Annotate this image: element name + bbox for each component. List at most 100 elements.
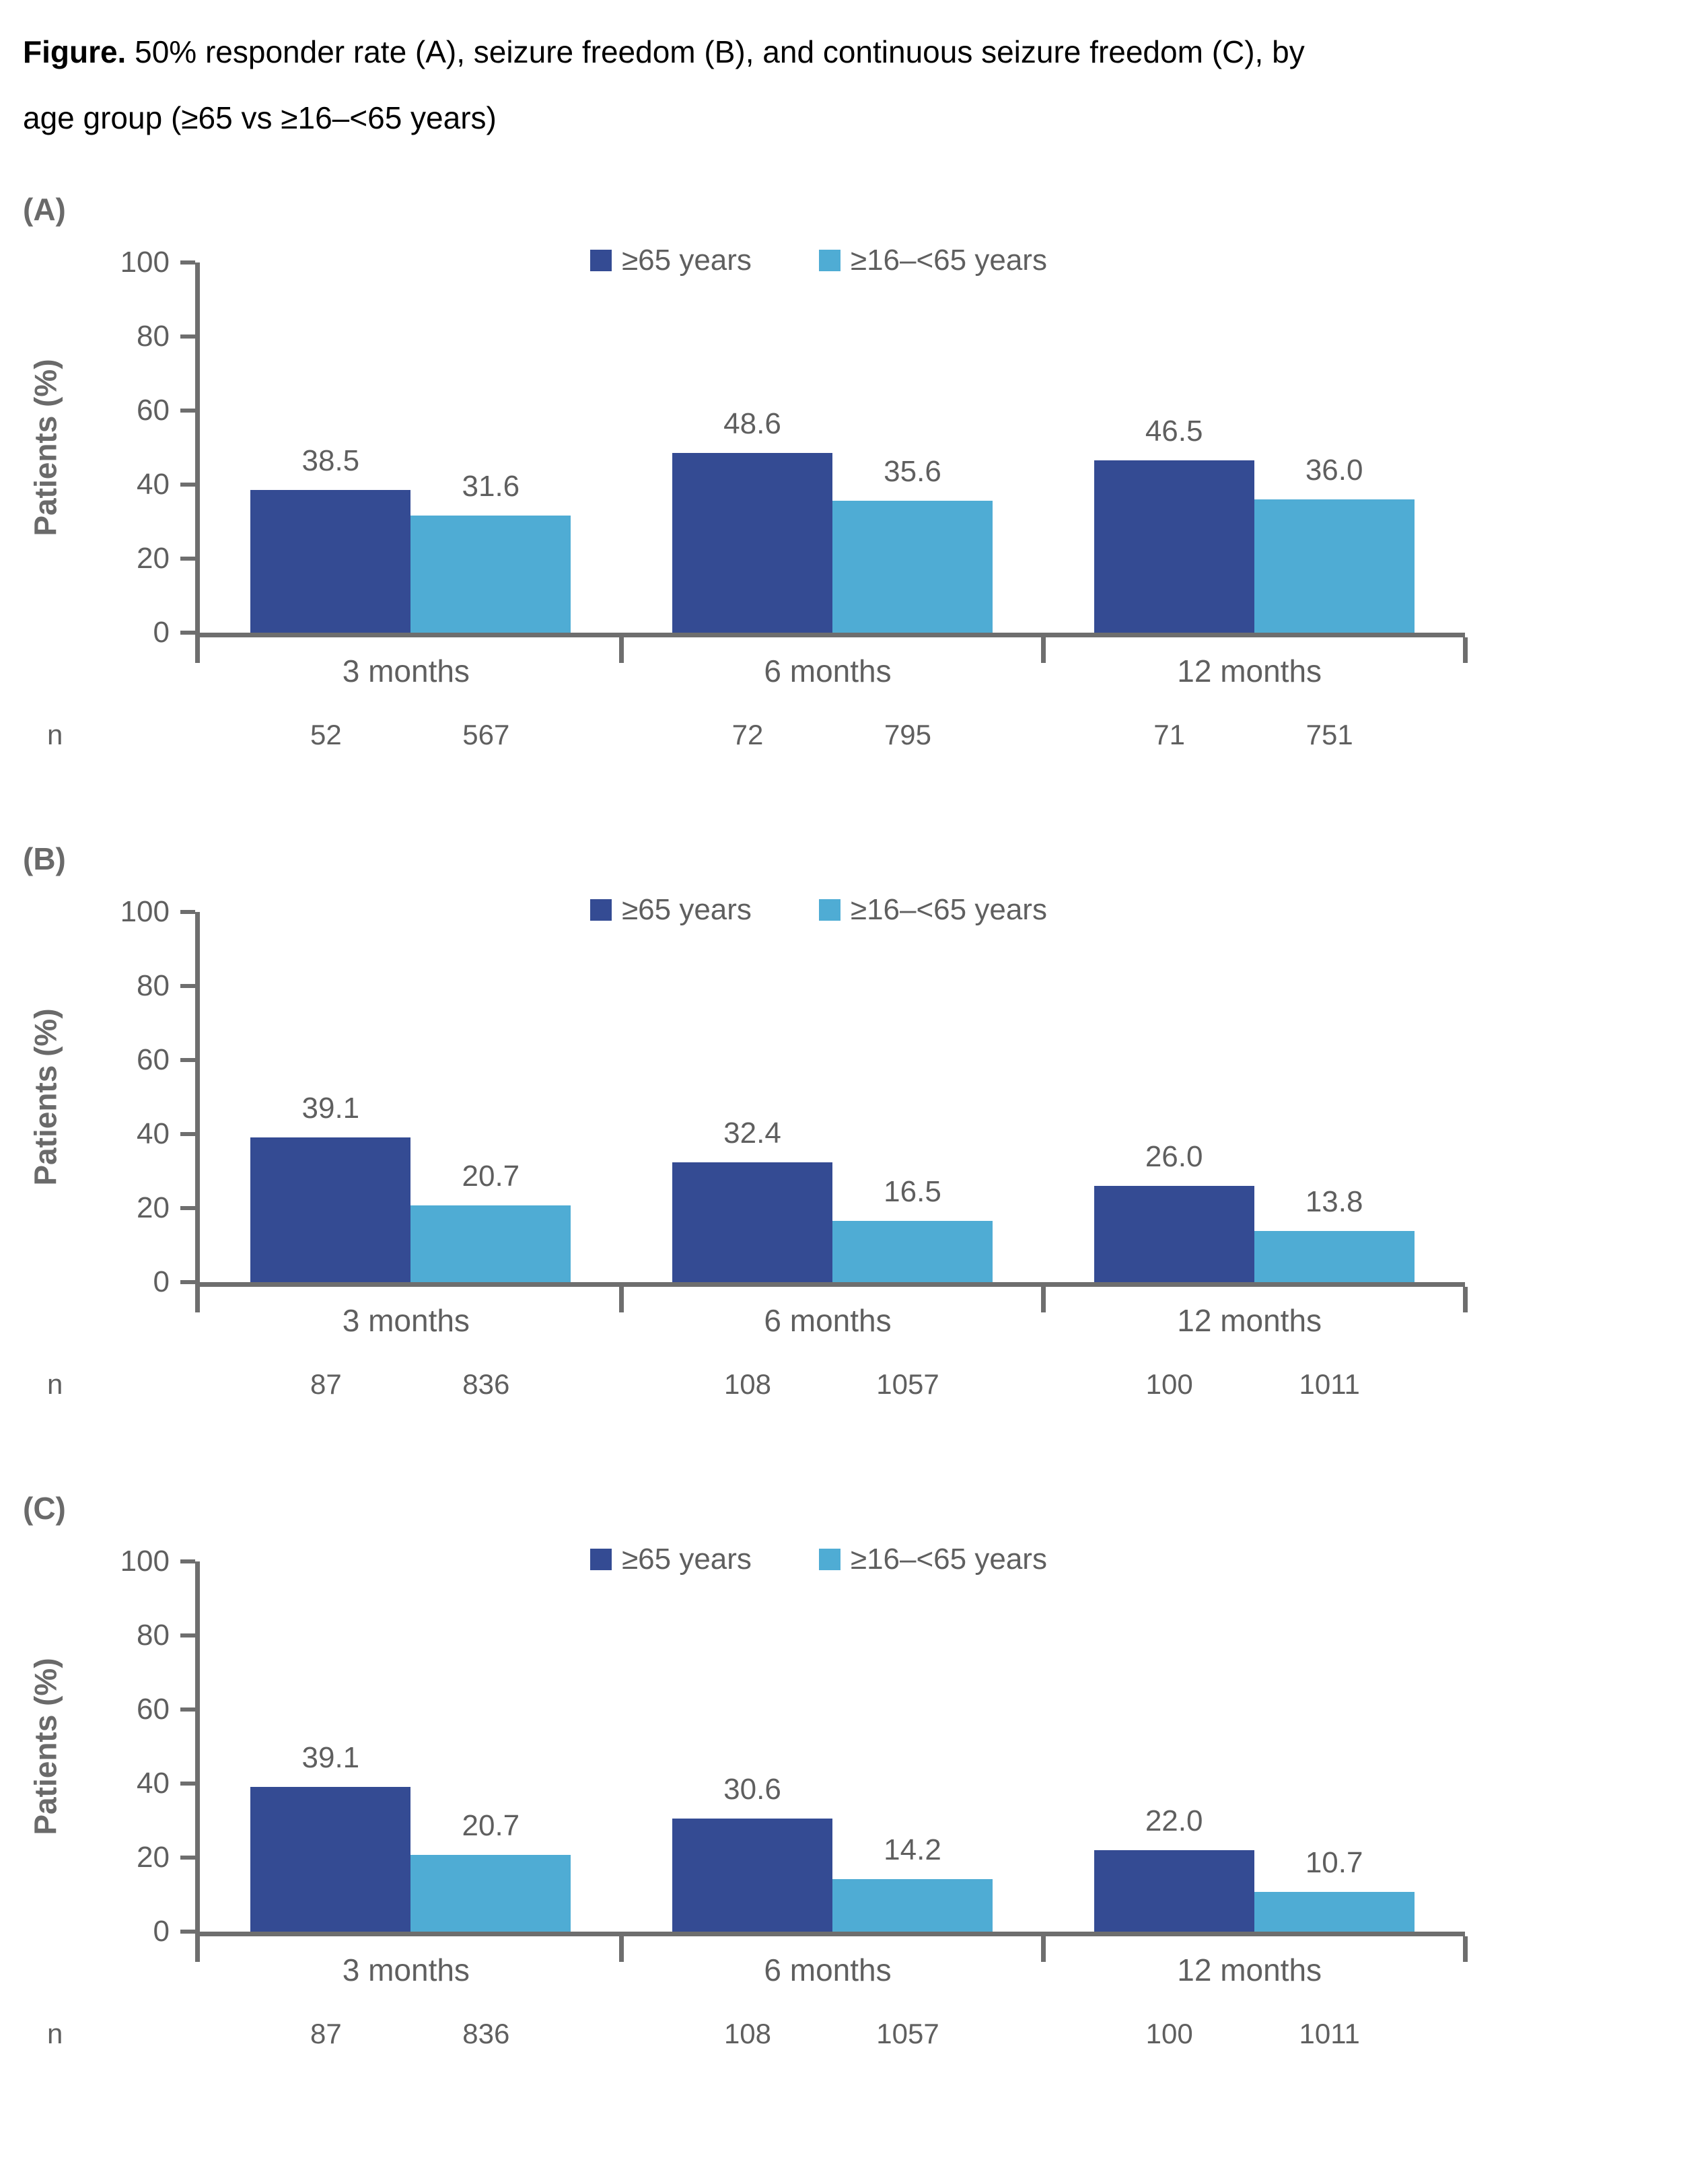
figure-title-line2: age group (≥65 vs ≥16–<65 years) — [23, 100, 497, 135]
y-tick — [180, 631, 195, 635]
category-label: 12 months — [1177, 654, 1322, 689]
n-value: 751 — [1306, 719, 1353, 750]
y-tick — [180, 1132, 195, 1136]
category-label: 3 months — [342, 654, 470, 689]
x-axis-tick — [619, 1936, 624, 1962]
y-tick — [180, 1633, 195, 1637]
y-axis-title-text: Patients (%) — [28, 359, 64, 536]
n-value: 1057 — [876, 1368, 939, 1400]
figure-title-line1: Figure. 50% responder rate (A), seizure … — [23, 19, 1571, 85]
legend-entry-ge65: ≥65 years — [590, 1543, 752, 1576]
bar-value-label: 32.4 — [723, 1116, 781, 1150]
y-tick — [180, 1559, 195, 1563]
n-value: 836 — [462, 2018, 510, 2049]
y-tick-label: 20 — [137, 1841, 170, 1874]
bar-ge65 — [672, 452, 832, 633]
x-axis-tick — [1040, 1936, 1046, 1962]
legend-entry-16-65: ≥16–<65 years — [818, 244, 1047, 277]
panel-label-c: (C) — [23, 1491, 66, 1526]
x-axis-tick — [1040, 1287, 1046, 1312]
y-tick-label: 20 — [137, 542, 170, 575]
bar-value-label: 35.6 — [884, 455, 941, 489]
legend-swatch-16-65 — [818, 250, 840, 271]
bar-value-label: 22.0 — [1145, 1804, 1203, 1837]
bar-value-label: 30.6 — [723, 1772, 781, 1806]
bar-value-label: 46.5 — [1145, 415, 1203, 448]
bar-ge65 — [250, 490, 411, 633]
legend-entry-16-65: ≥16–<65 years — [818, 893, 1047, 927]
y-axis-title: Patients (%) — [19, 262, 73, 633]
panel-label-a: (A) — [23, 192, 66, 227]
y-axis-title: Patients (%) — [19, 912, 73, 1282]
y-tick-label: 100 — [120, 895, 170, 928]
category-label: 6 months — [764, 1303, 892, 1338]
n-value: 1057 — [876, 2018, 939, 2049]
n-value: 108 — [723, 2018, 772, 2049]
legend-label: ≥65 years — [622, 893, 752, 926]
category-label: 3 months — [342, 1952, 470, 1987]
bar-value-label: 16.5 — [884, 1175, 941, 1209]
n-row-label-b: n — [47, 1368, 63, 1400]
bar-value-label: 39.1 — [301, 1091, 360, 1125]
y-tick — [180, 1206, 195, 1210]
y-tick — [180, 984, 195, 988]
legend: ≥65 years ≥16–<65 years — [590, 1543, 1047, 1576]
y-axis-title-text: Patients (%) — [28, 1658, 64, 1835]
y-tick-label: 80 — [137, 1619, 170, 1652]
y-tick-label: 60 — [137, 1693, 170, 1726]
y-tick-label: 0 — [153, 1265, 170, 1298]
category-label: 6 months — [764, 654, 892, 689]
y-tick-label: 40 — [137, 1117, 170, 1150]
n-value: 836 — [462, 1368, 510, 1400]
bar-value-label: 48.6 — [723, 407, 781, 440]
legend-label: ≥16–<65 years — [850, 1543, 1047, 1576]
y-tick — [180, 409, 195, 413]
y-tick — [180, 1930, 195, 1934]
y-tick — [180, 557, 195, 561]
y-axis-title: Patients (%) — [19, 1561, 73, 1932]
category-label: 12 months — [1177, 1303, 1322, 1338]
legend: ≥65 years ≥16–<65 years — [590, 244, 1047, 277]
y-tick — [180, 1856, 195, 1860]
x-axis-tick — [1462, 1936, 1468, 1962]
legend-swatch-16-65 — [818, 899, 840, 921]
bar-value-label: 10.7 — [1305, 1846, 1363, 1880]
n-value: 71 — [1153, 719, 1186, 750]
bar-value-label: 26.0 — [1145, 1140, 1203, 1173]
n-value: 1011 — [1299, 2018, 1360, 2049]
plot-area-a: 0 20 40 60 80 100 ≥65 years ≥16–<65 years 38.5 31… — [120, 244, 1468, 663]
legend-swatch-ge65 — [590, 899, 612, 921]
panel-label-b: (B) — [23, 841, 66, 876]
legend-swatch-ge65 — [590, 250, 612, 271]
bar-16-65 — [832, 501, 993, 633]
y-tick-label: 0 — [153, 616, 170, 649]
bar-16-65 — [1254, 499, 1415, 633]
bar-ge65 — [1094, 1186, 1254, 1282]
legend-swatch-ge65 — [590, 1549, 612, 1570]
bar-value-label: 31.6 — [462, 470, 520, 503]
x-axis-tick — [1462, 1287, 1468, 1312]
x-axis-tick — [1040, 637, 1046, 663]
y-tick-label: 100 — [120, 1545, 170, 1578]
y-tick — [180, 1707, 195, 1712]
y-tick — [180, 334, 195, 339]
bar-value-label: 13.8 — [1305, 1185, 1363, 1219]
x-axis-tick — [619, 1287, 624, 1312]
plot-area-b: 0 20 40 60 80 100 ≥65 years ≥16–<65 years 39.1 20… — [120, 893, 1468, 1312]
bar-16-65 — [832, 1878, 993, 1932]
bar-16-65 — [1254, 1231, 1415, 1282]
y-tick-label: 60 — [137, 1043, 170, 1076]
n-row-label-c: n — [47, 2018, 63, 2049]
chart-panel-c: (C) Patients (%) 0 20 40 60 80 100 ≥65 years ≥1… — [0, 1481, 1681, 2154]
chart-panel-a: (A) Patients (%) 0 20 40 60 80 100 ≥65 years ≥1… — [0, 182, 1681, 855]
y-tick — [180, 1782, 195, 1786]
y-tick — [180, 483, 195, 487]
bar-value-label: 14.2 — [884, 1833, 941, 1866]
category-label: 6 months — [764, 1952, 892, 1987]
legend-label: ≥16–<65 years — [850, 244, 1047, 277]
category-label: 12 months — [1177, 1952, 1322, 1987]
y-tick-label: 20 — [137, 1191, 170, 1224]
bar-value-label: 36.0 — [1305, 454, 1363, 487]
bar-16-65 — [832, 1221, 993, 1282]
